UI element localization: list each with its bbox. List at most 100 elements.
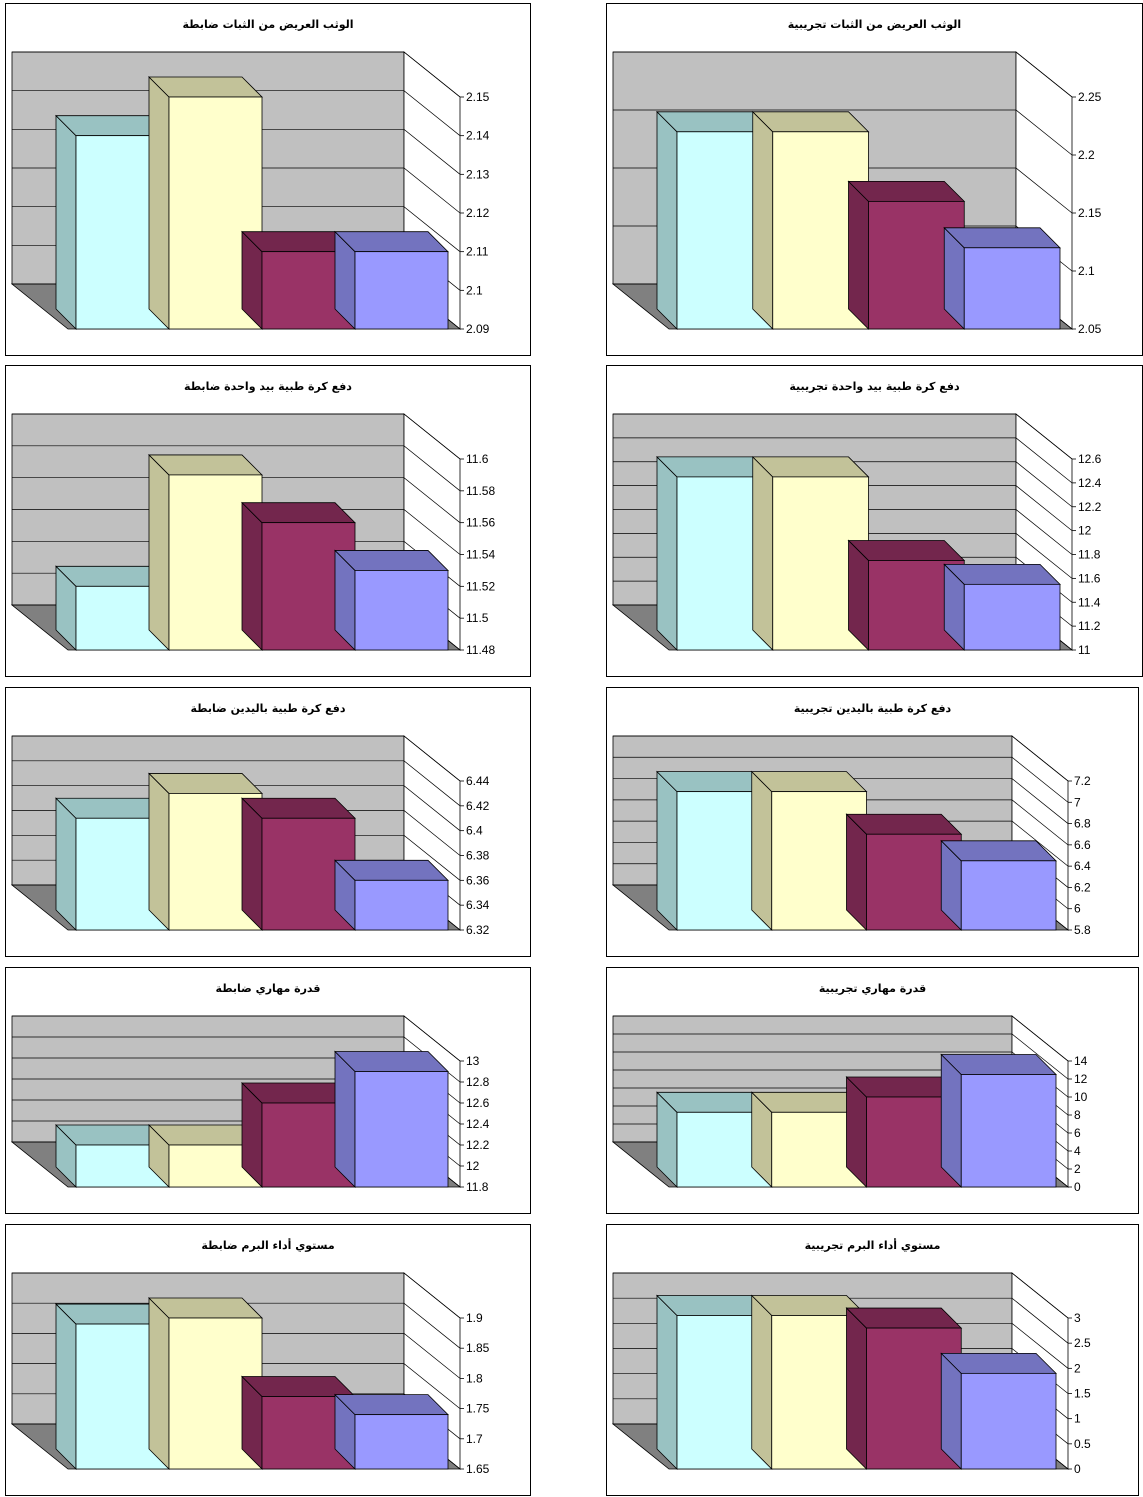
tick-label: 1.7 bbox=[466, 1432, 483, 1446]
tick-label: 12.2 bbox=[466, 1138, 490, 1152]
bar-top bbox=[847, 540, 966, 561]
bar-side bbox=[751, 770, 773, 931]
bar-top bbox=[148, 76, 263, 98]
tick-label: 6.2 bbox=[1074, 880, 1091, 894]
bar-top bbox=[241, 797, 356, 819]
bar-top bbox=[943, 227, 1061, 249]
tick-label: 11.56 bbox=[466, 516, 495, 530]
bar bbox=[656, 1091, 773, 1188]
tick-label: 1.65 bbox=[466, 1462, 490, 1476]
tick-label: 2.12 bbox=[466, 206, 490, 220]
tick-label: 11.48 bbox=[466, 643, 495, 657]
tick-label: 2.5 bbox=[1074, 1336, 1091, 1350]
tick-label: 2.15 bbox=[466, 90, 490, 104]
bar-side bbox=[940, 1053, 962, 1188]
tick-label: 12.4 bbox=[466, 1117, 490, 1131]
chart-title: دفع كرة طبية بيد واحدة ضابطة bbox=[184, 380, 352, 393]
chart-panel-7: قدرة مهاري ضابطة 13 12.8 12.6 12.4 12.2 12 11.… bbox=[5, 967, 531, 1214]
tick-label: 6.8 bbox=[1074, 817, 1091, 831]
bar-top bbox=[334, 1394, 449, 1416]
bar-side bbox=[241, 501, 263, 651]
gridline bbox=[12, 1015, 461, 1062]
gridline bbox=[613, 51, 1073, 98]
gridline bbox=[613, 1272, 1069, 1319]
bar-side bbox=[148, 453, 170, 651]
tick-label: 2.09 bbox=[466, 322, 490, 336]
bar-top bbox=[845, 1307, 963, 1329]
bar-front bbox=[354, 879, 449, 931]
gridline bbox=[12, 1272, 461, 1319]
bar-top bbox=[845, 813, 963, 835]
tick-label: 11 bbox=[1078, 643, 1091, 657]
bar-side bbox=[656, 455, 678, 651]
gridline bbox=[613, 1015, 1069, 1062]
gridline bbox=[12, 1302, 461, 1349]
tick-label: 11.6 bbox=[466, 452, 489, 466]
chart-title: قدرة مهاري ضابطة bbox=[215, 982, 321, 995]
gridline bbox=[613, 109, 1073, 156]
bar-top bbox=[943, 563, 1061, 585]
tick-label: 13 bbox=[466, 1054, 480, 1068]
tick-label: 7 bbox=[1074, 795, 1081, 809]
chart-plot: 6.44 6.42 6.4 6.38 6.36 6.34 6.32 bbox=[10, 735, 490, 937]
gridline bbox=[12, 413, 461, 460]
bar bbox=[940, 839, 1057, 931]
tick-label: 14 bbox=[1074, 1054, 1088, 1068]
tick-label: 6.34 bbox=[466, 898, 490, 912]
bar-front bbox=[960, 1074, 1057, 1188]
chart-panel-2: الوثب العريض من الثبات تجريبية 2.25 2.2 2.… bbox=[606, 3, 1143, 356]
tick-label: 11.54 bbox=[466, 548, 495, 562]
tick-label: 12.6 bbox=[1078, 452, 1102, 466]
gridline bbox=[12, 477, 461, 523]
tick-label: 6 bbox=[1074, 902, 1081, 916]
bar-side bbox=[751, 1294, 773, 1470]
bar-front bbox=[960, 1372, 1057, 1470]
tick-label: 6.32 bbox=[466, 923, 490, 937]
bar-top bbox=[847, 180, 966, 202]
tick-label: 12 bbox=[1074, 1072, 1088, 1086]
bar-side bbox=[656, 110, 678, 330]
tick-label: 6.6 bbox=[1074, 838, 1091, 852]
chart-plot: 3 2.5 2 1.5 1 0.5 0 bbox=[611, 1272, 1091, 1476]
gridline bbox=[613, 756, 1069, 803]
tick-label: 11.6 bbox=[1078, 571, 1101, 585]
bar-top bbox=[940, 1054, 1057, 1075]
tick-label: 0 bbox=[1074, 1462, 1081, 1476]
chart-plot: 2.25 2.2 2.15 2.1 2.05 bbox=[611, 51, 1102, 336]
tick-label: 7.2 bbox=[1074, 774, 1091, 788]
tick-label: 8 bbox=[1074, 1108, 1081, 1122]
tick-label: 12.8 bbox=[466, 1075, 490, 1089]
tick-label: 1 bbox=[1074, 1412, 1081, 1426]
chart-plot: 1.9 1.85 1.8 1.75 1.7 1.65 bbox=[10, 1272, 490, 1476]
tick-label: 0.5 bbox=[1074, 1437, 1091, 1451]
chart-panel-9: مستوي أداء البرم ضابطة 1.9 1.85 1.8 1.75 1.7… bbox=[5, 1224, 531, 1496]
tick-label: 2.14 bbox=[466, 129, 490, 143]
chart-panel-3: دفع كرة طبية بيد واحدة ضابطة 11.6 11.58 11… bbox=[5, 365, 531, 677]
chart-title: قدرة مهاري تجريبية bbox=[818, 982, 927, 995]
bar-top bbox=[334, 1051, 449, 1072]
chart-panel-4: دفع كرة طبية بيد واحدة تجريبية 12.6 12.4 1… bbox=[606, 365, 1143, 677]
tick-label: 11.52 bbox=[466, 579, 495, 593]
bar bbox=[943, 563, 1061, 651]
gridline bbox=[613, 413, 1073, 460]
bar-top bbox=[148, 773, 263, 794]
bar-side bbox=[55, 1303, 77, 1470]
bar bbox=[940, 1053, 1057, 1188]
bar-top bbox=[148, 1297, 263, 1319]
bar-side bbox=[752, 455, 774, 651]
bar-side bbox=[241, 797, 263, 931]
bar-top bbox=[751, 456, 870, 478]
chart-title: مستوي أداء البرم تجريبية bbox=[804, 1239, 941, 1252]
bar bbox=[656, 110, 774, 330]
bar-front bbox=[354, 570, 449, 651]
chart-title: دفع كرة طبية باليدين تجريبية bbox=[793, 702, 952, 715]
chart-title: دفع كرة طبية بيد واحدة تجريبية bbox=[789, 380, 960, 393]
chart-plot: 14 12 10 8 6 4 2 0 bbox=[611, 1015, 1088, 1194]
tick-label: 1.85 bbox=[466, 1341, 490, 1355]
gridline bbox=[613, 437, 1073, 484]
tick-label: 2.11 bbox=[466, 245, 489, 259]
tick-label: 1.5 bbox=[1074, 1387, 1091, 1401]
tick-label: 2.05 bbox=[1078, 322, 1102, 336]
tick-label: 4 bbox=[1074, 1144, 1081, 1158]
chart-panel-5: دفع كرة طبية باليدين ضابطة 6.44 6.42 6.4 6.… bbox=[5, 687, 531, 957]
